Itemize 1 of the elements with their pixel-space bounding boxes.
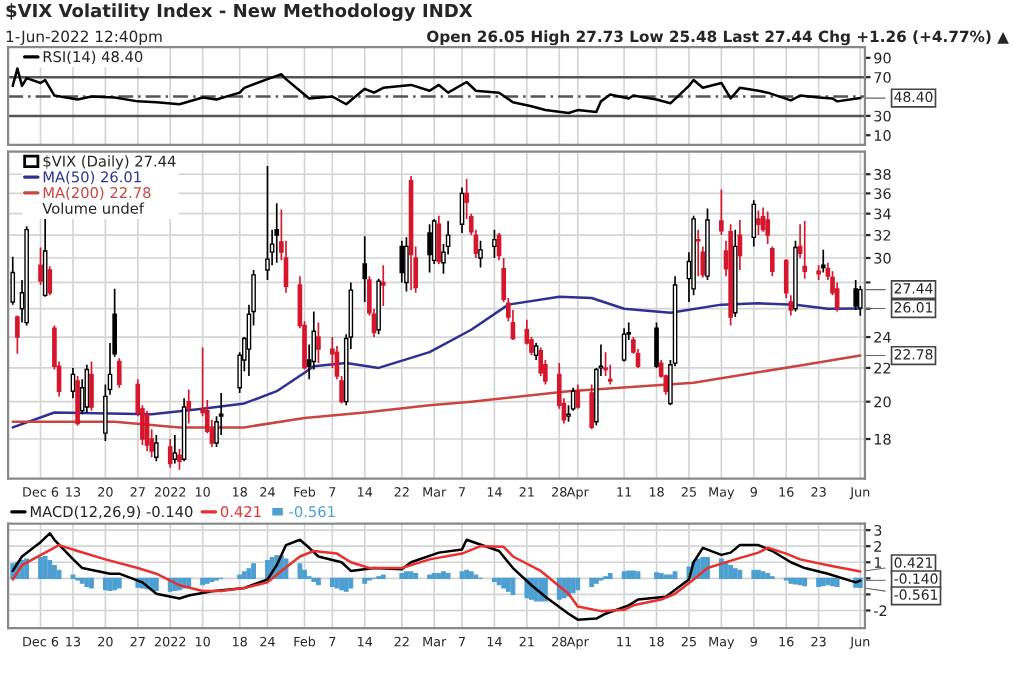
chart-title: $VIX Volatility Index - New Methodology INDX [6,3,473,21]
